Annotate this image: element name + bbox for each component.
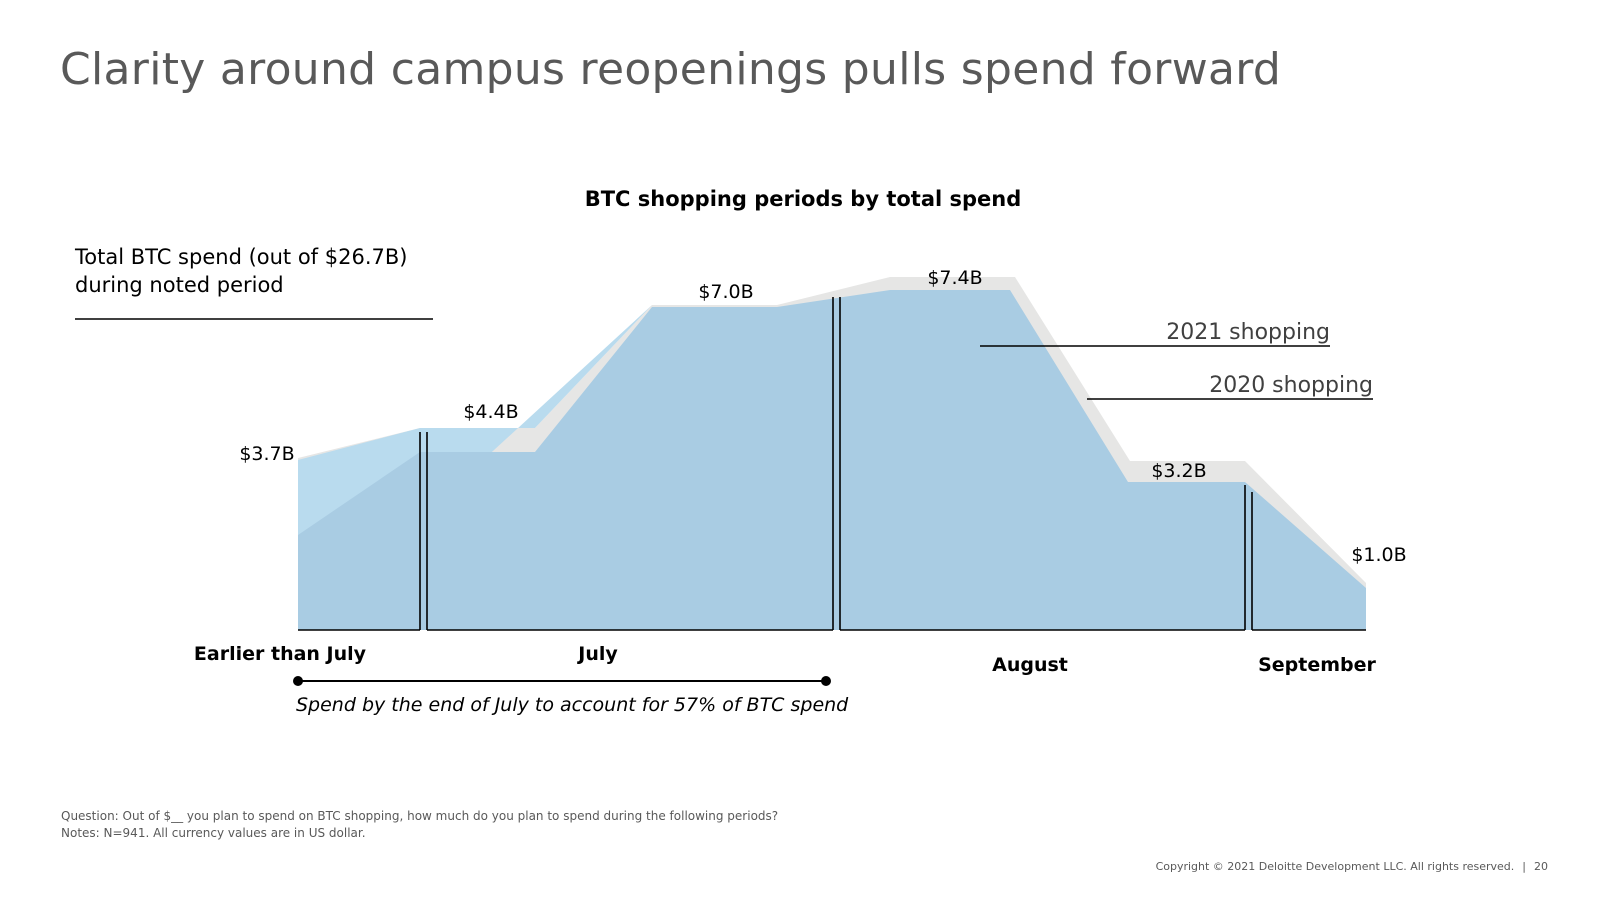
value-label: $3.7B	[239, 443, 294, 465]
footnotes: Question: Out of $__ you plan to spend o…	[61, 808, 778, 842]
x-tick-label: September	[1258, 654, 1376, 676]
x-tick-label: Earlier than July	[194, 643, 367, 665]
x-tick-label: August	[992, 654, 1068, 676]
x-tick-label: July	[576, 643, 618, 665]
value-labels: $3.7B $4.4B $7.0B $7.4B $3.2B $1.0B	[239, 267, 1406, 566]
total-spend-label: Total BTC spend (out of $26.7B) during n…	[74, 245, 414, 297]
area-2021-shopping	[298, 290, 1366, 630]
footnote-question: Question: Out of $__ you plan to spend o…	[61, 809, 779, 823]
bracket-note: Spend by the end of July to account for …	[296, 694, 849, 716]
july-spend-bracket	[293, 676, 831, 686]
footnote-notes: Notes: N=941. All currency values are in…	[61, 826, 366, 840]
value-label: $7.4B	[927, 267, 982, 289]
value-label: $3.2B	[1151, 460, 1206, 482]
page-number: 20	[1534, 860, 1548, 873]
chart-title: BTC shopping periods by total spend	[585, 187, 1022, 211]
legend-2020-shopping: 2020 shopping	[1209, 373, 1373, 398]
copyright-footer: Copyright © 2021 Deloitte Development LL…	[1156, 860, 1548, 873]
value-label: $1.0B	[1351, 544, 1406, 566]
x-axis-labels: Earlier than July July August September	[194, 643, 1377, 676]
value-label: $7.0B	[698, 281, 753, 303]
value-label: $4.4B	[463, 401, 518, 423]
page-title: Clarity around campus reopenings pulls s…	[60, 44, 1282, 95]
legend-2021-shopping: 2021 shopping	[1166, 320, 1330, 345]
copyright-text: Copyright © 2021 Deloitte Development LL…	[1155, 860, 1515, 873]
footer-separator: |	[1522, 860, 1526, 873]
period-dividers	[419, 297, 1253, 630]
